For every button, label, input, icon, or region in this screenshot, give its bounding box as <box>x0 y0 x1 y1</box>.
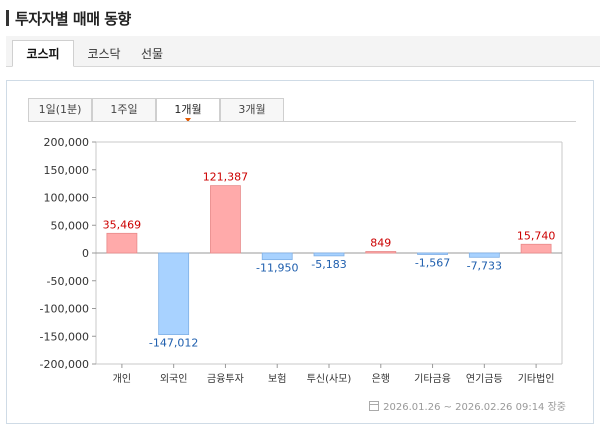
tab-3month-label: 3개월 <box>238 103 266 116</box>
y-tick-label: -150,000 <box>40 330 89 343</box>
y-tick-label: 0 <box>82 247 89 260</box>
tab-1month-label: 1개월 <box>174 103 202 116</box>
bar <box>261 252 293 261</box>
y-tick-label: 50,000 <box>51 219 90 232</box>
bar-value-label: 849 <box>370 237 391 250</box>
y-tick-label: -200,000 <box>40 358 89 371</box>
x-tick-label: 보험 <box>268 373 286 385</box>
bar <box>106 232 138 254</box>
page-title: 투자자별 매매 동향 <box>15 9 131 28</box>
bar-value-label: -11,950 <box>256 262 298 275</box>
bar <box>313 252 345 257</box>
footer: 2026.01.26 ~ 2026.02.26 09:14 장중 <box>369 398 566 413</box>
x-tick-label: 기타금융 <box>414 373 451 385</box>
bar-value-label: -1,567 <box>415 257 450 270</box>
bar <box>520 243 552 254</box>
x-tick-label: 투신(사모) <box>307 373 352 385</box>
bar <box>158 252 190 335</box>
market-tabs: 코스피 코스닥 선물 <box>6 36 600 67</box>
x-tick-label: 개인 <box>113 373 131 385</box>
tab-kospi[interactable]: 코스피 <box>12 40 74 67</box>
bar-value-label: 121,387 <box>203 171 249 184</box>
bar <box>365 251 397 254</box>
period-tabs-divider <box>28 121 576 122</box>
active-tab-caret-icon <box>185 118 191 122</box>
x-tick-label: 금융투자 <box>207 373 244 385</box>
calendar-icon <box>369 400 380 411</box>
y-tick-label: 200,000 <box>44 136 90 149</box>
bar <box>468 252 500 258</box>
y-tick-label: -50,000 <box>47 275 89 288</box>
bar-value-label: 15,740 <box>517 229 556 242</box>
x-tick-label: 외국인 <box>160 373 188 385</box>
y-tick-label: 100,000 <box>44 192 90 205</box>
y-tick-label: 150,000 <box>44 164 90 177</box>
bar <box>417 252 448 255</box>
bar-value-label: -7,733 <box>467 259 502 272</box>
tab-1day-label: 1일(1분) <box>38 103 82 116</box>
x-tick-label: 기타법인 <box>518 373 555 385</box>
title-accent-bar <box>6 10 9 26</box>
bar <box>210 185 241 254</box>
page-header: 투자자별 매매 동향 <box>6 8 131 28</box>
tab-futures[interactable]: 선물 <box>140 47 164 61</box>
x-tick-label: 은행 <box>372 373 390 385</box>
tab-kosdaq[interactable]: 코스닥 <box>87 47 121 61</box>
bar-value-label: -5,183 <box>311 258 346 271</box>
bar-value-label: 35,469 <box>103 218 142 231</box>
bar-value-label: -147,012 <box>149 337 198 350</box>
tab-1week-label: 1주일 <box>110 103 138 116</box>
y-tick-label: -100,000 <box>40 303 89 316</box>
chart-panel <box>6 80 594 424</box>
date-range: 2026.01.26 ~ 2026.02.26 09:14 장중 <box>383 402 566 413</box>
x-tick-label: 연기금등 <box>466 373 503 385</box>
